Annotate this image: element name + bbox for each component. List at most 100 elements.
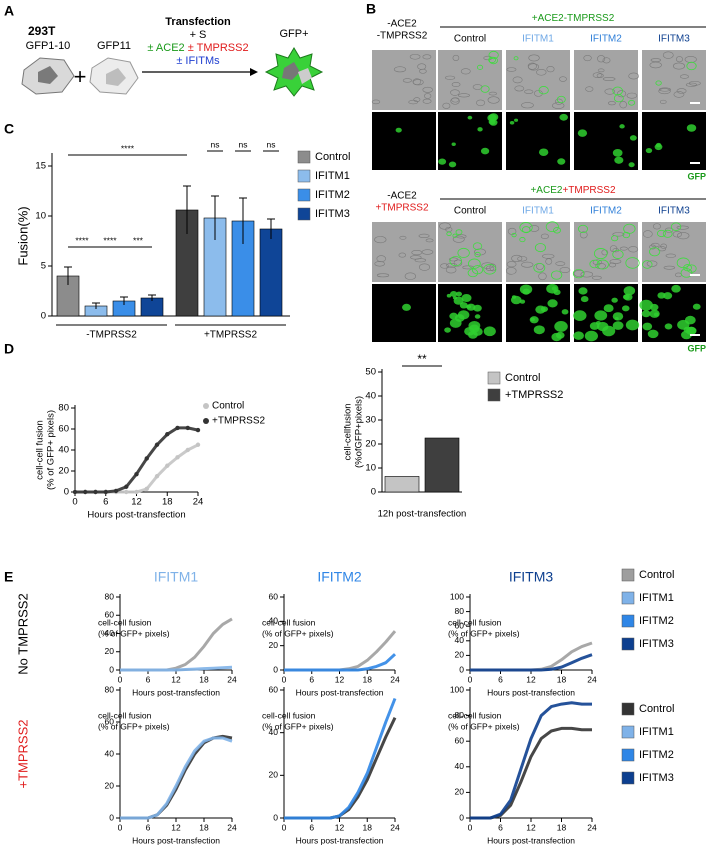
cell-texture <box>423 93 432 99</box>
cell-texture <box>410 255 422 260</box>
gfp-blob <box>511 295 517 299</box>
gfp-blob <box>653 312 659 317</box>
bar <box>259 228 283 317</box>
x-axis-label: Hours post-transfection <box>132 835 220 845</box>
y-tick-label: 50 <box>365 367 376 378</box>
gfp-outline <box>471 265 484 275</box>
y-axis-label: (%ofGFP+pixels) <box>354 396 365 468</box>
cell-texture <box>679 74 689 79</box>
cell-texture <box>399 235 407 240</box>
cell-texture <box>650 242 660 248</box>
significance-label: ns <box>267 139 276 149</box>
y-axis-label: (% of GFP+ pixels) <box>448 721 520 731</box>
column-label: IFITM3 <box>658 34 690 45</box>
x-tick-label: 12 <box>526 674 536 684</box>
plus-sign: + <box>74 64 87 89</box>
legend-swatch <box>487 388 501 402</box>
cell-texture <box>597 55 606 63</box>
group-label: +ACE2-TMPRSS2 <box>532 13 615 24</box>
x-tick-label: 18 <box>162 497 173 508</box>
cell-texture <box>409 54 421 60</box>
cell-label: GFP1-10 <box>26 40 71 52</box>
ace2-label: ± ACE2 <box>147 42 184 54</box>
x-tick-label: 18 <box>199 822 209 832</box>
cell-texture <box>448 257 459 262</box>
significance-label: ns <box>211 139 220 149</box>
x-tick-label: 0 <box>118 822 123 832</box>
gfp-outline <box>649 247 661 257</box>
cell-texture <box>662 51 674 59</box>
gfp-outline <box>488 50 499 60</box>
gfp-outline <box>513 56 519 61</box>
x-tick-label: 24 <box>193 497 204 508</box>
legend-swatch <box>621 637 635 651</box>
legend-label: IFITM2 <box>639 749 674 761</box>
series-line <box>120 665 233 672</box>
cell-texture <box>452 54 460 61</box>
gfp-outline <box>589 259 600 269</box>
gfp-blob <box>578 287 588 295</box>
series-point <box>83 489 88 495</box>
cell-texture <box>663 265 676 270</box>
y-tick-label: 60 <box>269 684 279 694</box>
brightfield-image <box>438 50 502 110</box>
bar <box>384 476 420 493</box>
gfp-blob <box>519 299 526 304</box>
gfp-blob <box>686 124 697 132</box>
y-tick-label: 20 <box>269 770 279 780</box>
y-tick-label: 20 <box>455 650 465 660</box>
y-tick-label: 100 <box>450 684 464 694</box>
legend-label: Control <box>505 372 540 384</box>
gfp-blob <box>641 310 651 318</box>
x-tick-label: 24 <box>587 822 597 832</box>
gfp-blob <box>461 293 472 303</box>
gfp-blob <box>551 332 562 342</box>
gfp-outline <box>628 99 636 106</box>
gfp-blob <box>451 142 456 146</box>
nucleus <box>298 68 312 84</box>
x-tick-label: 18 <box>199 674 209 684</box>
gfp-outline <box>545 221 559 233</box>
cell-texture <box>422 54 432 60</box>
gfp-blob <box>473 304 482 312</box>
legend-label: IFITM2 <box>639 615 674 627</box>
cell-texture <box>546 66 555 73</box>
gfp-outline <box>468 258 481 269</box>
gfp-outline <box>625 257 640 269</box>
x-tick-label: 24 <box>390 674 400 684</box>
x-axis-label: Hours post-transfection <box>296 687 384 697</box>
gfp-blob <box>623 293 633 301</box>
y-axis-label: (% of GFP+ pixels) <box>98 628 170 638</box>
gfp-blob <box>612 321 624 330</box>
group-part: +ACE2 <box>530 185 562 196</box>
cell-texture <box>538 272 547 281</box>
fluorescence-image <box>372 284 436 342</box>
cell-texture <box>371 99 381 105</box>
cell-texture <box>665 253 677 258</box>
nucleus <box>106 68 126 86</box>
gfp-blob <box>533 325 545 335</box>
gfp-outline <box>511 232 517 238</box>
x-tick-label: 6 <box>498 822 503 832</box>
series-point <box>175 455 180 460</box>
group-part: +TMPRSS2 <box>562 185 616 196</box>
y-tick-label: 60 <box>105 716 115 726</box>
column-label: IFITM1 <box>522 206 554 217</box>
y-tick-label: 20 <box>105 646 115 656</box>
series-point <box>124 489 129 495</box>
cell-texture <box>597 68 605 73</box>
cell-texture <box>536 69 547 76</box>
legend-label: IFITM2 <box>315 189 350 201</box>
y-axis-label: cell-cell fusion <box>448 617 502 627</box>
significance-label: ns <box>239 139 248 149</box>
gfp-blob <box>639 299 653 311</box>
legend-swatch <box>621 568 635 582</box>
x-tick-label: 18 <box>557 822 567 832</box>
panel-label: C <box>4 121 14 137</box>
x-tick-label: 6 <box>309 822 314 832</box>
gfp-blob <box>611 297 618 303</box>
panel-label: D <box>4 341 14 357</box>
gfp-blob <box>595 320 601 325</box>
y-tick-label: 0 <box>64 487 69 498</box>
cell-texture <box>642 230 653 238</box>
